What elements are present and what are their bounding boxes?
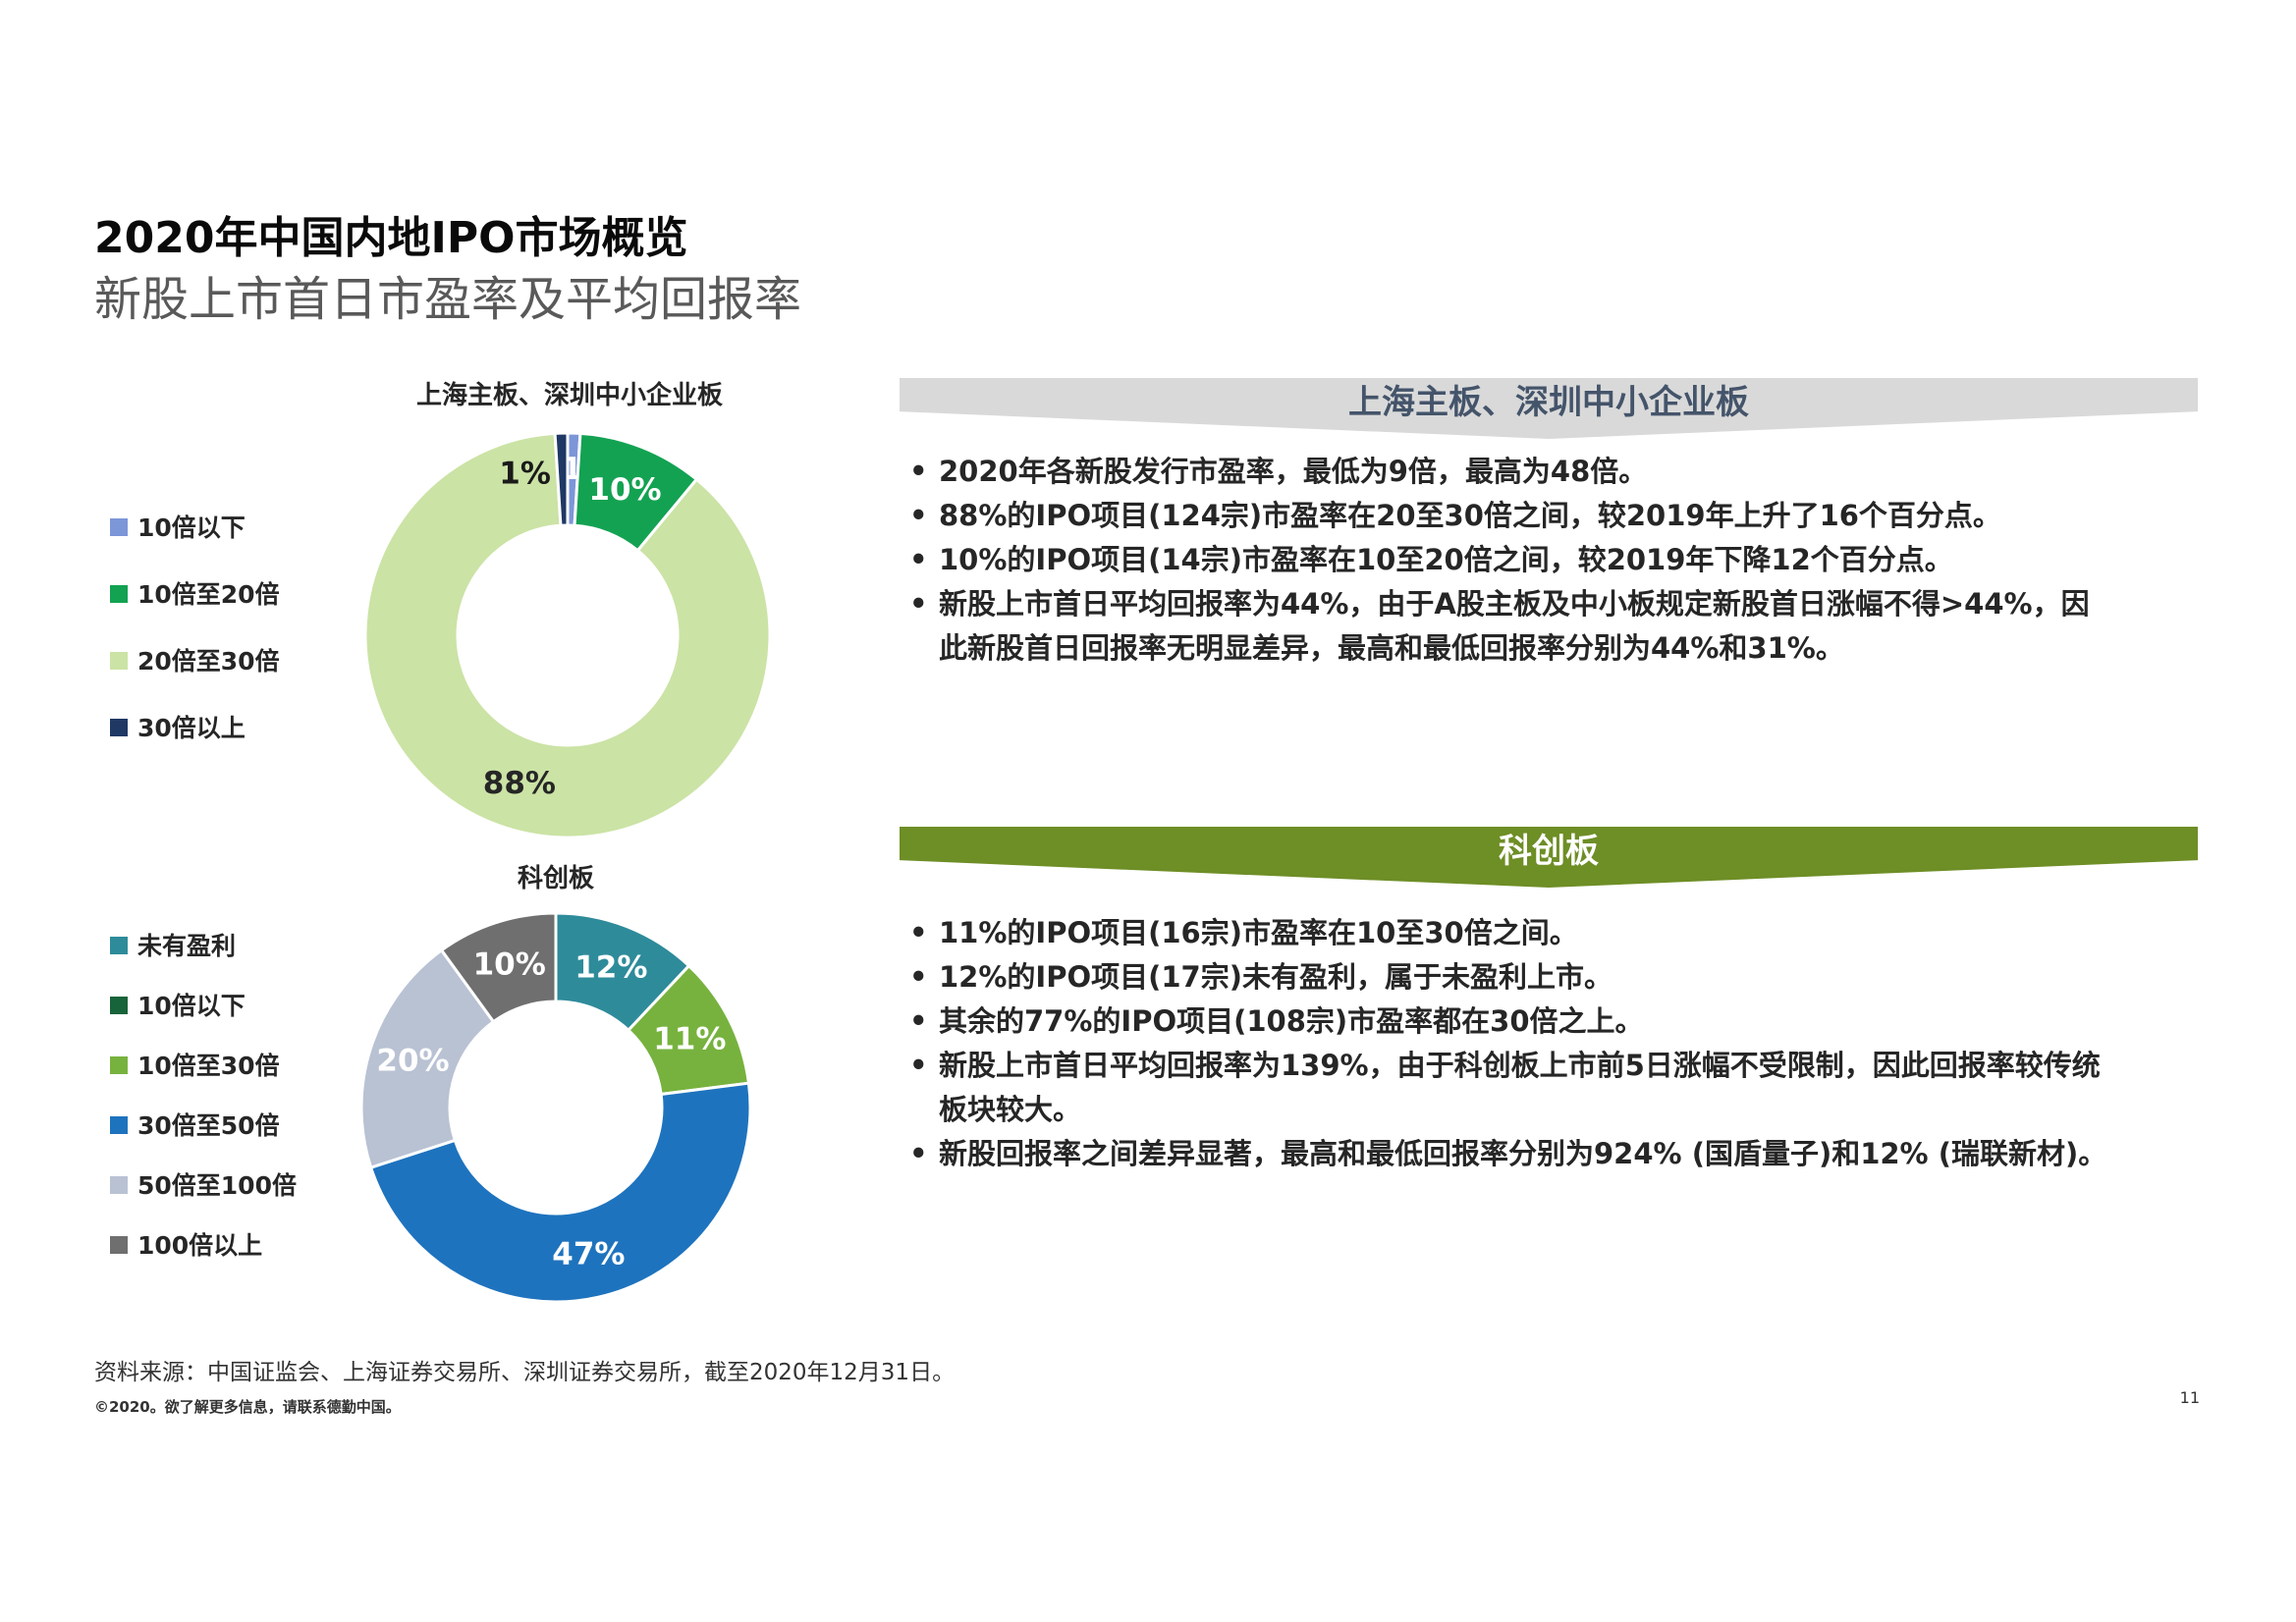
legend-item: 50倍至100倍 bbox=[110, 1172, 297, 1232]
legend-swatch bbox=[110, 719, 128, 736]
legend-label: 10倍以下 bbox=[137, 992, 246, 1020]
legend-label: 100倍以上 bbox=[137, 1231, 263, 1260]
donut-value-label: 88% bbox=[483, 766, 556, 801]
legend-label: 20倍至30倍 bbox=[137, 647, 280, 676]
donut-value-label: 1% bbox=[499, 457, 551, 492]
bullet-item: 新股回报率之间差异显著，最高和最低回报率分别为924% (国盾量子)和12% (… bbox=[900, 1132, 2117, 1176]
donut-value-label: 12% bbox=[574, 950, 647, 986]
legend-label: 30倍至50倍 bbox=[137, 1111, 280, 1140]
bullet-item: 新股上市首日平均回报率为139%，由于科创板上市前5日涨幅不受限制，因此回报率较… bbox=[900, 1044, 2117, 1132]
legend-label: 10倍至30倍 bbox=[137, 1052, 280, 1080]
legend-swatch bbox=[110, 585, 128, 603]
donut-segment-100倍以上 bbox=[439, 911, 558, 1024]
slide-title: 2020年中国内地IPO市场概览 bbox=[94, 213, 688, 263]
banner-title-main-board: 上海主板、深圳中小企业板 bbox=[1348, 383, 1749, 422]
header: 2020年中国内地IPO市场概览 新股上市首日市盈率及平均回报率 bbox=[94, 213, 802, 328]
donut-segment-30倍至50倍 bbox=[368, 1081, 752, 1304]
bullet-list-star-market: 11%的IPO项目(16宗)市盈率在10至30倍之间。12%的IPO项目(17宗… bbox=[900, 911, 2117, 1176]
legend-label: 50倍至100倍 bbox=[137, 1171, 297, 1200]
section-banner-main-board: 上海主板、深圳中小企业板 bbox=[900, 378, 2198, 439]
banner-title-star-market: 科创板 bbox=[1499, 832, 1599, 871]
donut-value-label: 10% bbox=[588, 472, 661, 508]
legend-item: 10倍至20倍 bbox=[110, 581, 280, 648]
legend-label: 未有盈利 bbox=[137, 932, 237, 960]
legend-swatch bbox=[110, 937, 128, 954]
bullet-item: 新股上市首日平均回报率为44%，由于A股主板及中小板规定新股首日涨幅不得>44%… bbox=[900, 582, 2117, 671]
donut-value-label: 47% bbox=[552, 1236, 625, 1271]
legend-label: 30倍以上 bbox=[137, 714, 246, 742]
legend-item: 100倍以上 bbox=[110, 1232, 297, 1292]
bullet-item: 12%的IPO项目(17宗)未有盈利，属于未盈利上市。 bbox=[900, 955, 2117, 1000]
bullet-item: 2020年各新股发行市盈率，最低为9倍，最高为48倍。 bbox=[900, 450, 2117, 494]
legend-swatch bbox=[110, 1056, 128, 1074]
slide-subtitle: 新股上市首日市盈率及平均回报率 bbox=[94, 271, 802, 327]
chart-title-main-board: 上海主板、深圳中小企业板 bbox=[415, 381, 723, 410]
bullet-item: 其余的77%的IPO项目(108宗)市盈率都在30倍之上。 bbox=[900, 1000, 2117, 1044]
bullet-list-main-board: 2020年各新股发行市盈率，最低为9倍，最高为48倍。88%的IPO项目(124… bbox=[900, 450, 2117, 671]
donut-chart-star-market: 12% 11% 47% 20% 10% bbox=[359, 911, 752, 1304]
chart-title-star-market: 科创板 bbox=[517, 864, 594, 893]
legend-star-market: 未有盈利 10倍以下 10倍至30倍 30倍至50倍 50倍至100倍 100倍以上 bbox=[110, 933, 297, 1292]
legend-swatch bbox=[110, 997, 128, 1014]
legend-item: 30倍以上 bbox=[110, 715, 280, 782]
donut-segment-50倍至100倍 bbox=[359, 947, 496, 1170]
bullet-item: 10%的IPO项目(14宗)市盈率在10至20倍之间，较2019年下降12个百分… bbox=[900, 538, 2117, 582]
legend-swatch bbox=[110, 1116, 128, 1134]
donut-segment-20倍至30倍 bbox=[363, 431, 772, 839]
legend-item: 未有盈利 bbox=[110, 933, 297, 993]
legend-item: 10倍以下 bbox=[110, 993, 297, 1053]
legend-item: 20倍至30倍 bbox=[110, 648, 280, 715]
legend-swatch bbox=[110, 1236, 128, 1254]
legend-item: 30倍至50倍 bbox=[110, 1112, 297, 1172]
donut-value-label: 11% bbox=[653, 1022, 726, 1057]
section-banner-star-market: 科创板 bbox=[900, 827, 2198, 888]
donut-value-label: 10% bbox=[473, 946, 546, 982]
source-note: 资料来源：中国证监会、上海证券交易所、深圳证券交易所，截至2020年12月31日… bbox=[94, 1360, 956, 1385]
legend-swatch bbox=[110, 518, 128, 536]
bullet-item: 88%的IPO项目(124宗)市盈率在20至30倍之间，较2019年上升了16个… bbox=[900, 494, 2117, 538]
donut-segment-30倍以上 bbox=[553, 431, 570, 527]
legend-item: 10倍至30倍 bbox=[110, 1053, 297, 1112]
donut-value-label: 20% bbox=[376, 1044, 449, 1079]
copyright-note: ©2020。欲了解更多信息，请联系德勤中国。 bbox=[94, 1398, 401, 1416]
bullet-item: 11%的IPO项目(16宗)市盈率在10至30倍之间。 bbox=[900, 911, 2117, 955]
legend-label: 10倍以下 bbox=[137, 514, 246, 542]
legend-label: 10倍至20倍 bbox=[137, 580, 280, 609]
donut-chart-main-board: 1%10%88%1% bbox=[363, 431, 772, 839]
legend-swatch bbox=[110, 652, 128, 670]
page-number: 11 bbox=[2179, 1388, 2200, 1407]
legend-main-board: 10倍以下 10倍至20倍 20倍至30倍 30倍以上 bbox=[110, 514, 280, 782]
legend-item: 10倍以下 bbox=[110, 514, 280, 581]
legend-swatch bbox=[110, 1176, 128, 1194]
